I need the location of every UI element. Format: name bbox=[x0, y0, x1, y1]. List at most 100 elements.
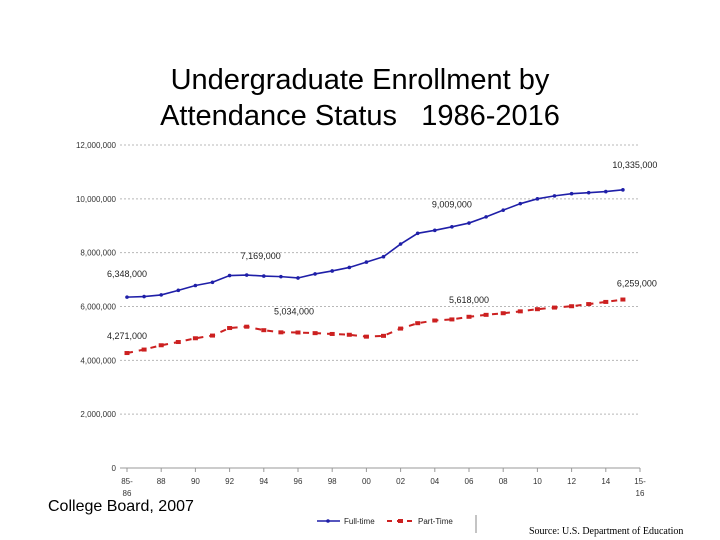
data-label: 9,009,000 bbox=[432, 200, 472, 210]
chart-title-line-1: Undergraduate Enrollment by bbox=[170, 64, 550, 96]
data-label: 7,169,000 bbox=[241, 251, 281, 261]
series-line-part-time bbox=[126, 298, 624, 355]
data-point-full-time bbox=[330, 269, 335, 273]
data-point-full-time bbox=[381, 254, 386, 259]
data-point-part-time bbox=[517, 309, 523, 314]
data-point-part-time bbox=[432, 318, 438, 323]
data-point-full-time bbox=[125, 295, 129, 299]
data-point-part-time bbox=[124, 351, 130, 356]
data-point-part-time bbox=[586, 302, 592, 307]
data-point-full-time bbox=[210, 280, 215, 285]
y-tick-label: 2,000,000 bbox=[80, 410, 116, 419]
x-tick-label: 96 bbox=[294, 477, 303, 486]
data-point-part-time bbox=[329, 331, 335, 336]
data-point-full-time bbox=[279, 274, 283, 279]
data-point-part-time bbox=[569, 304, 575, 309]
series-line-full-time bbox=[126, 189, 623, 298]
data-label: 6,348,000 bbox=[107, 269, 147, 279]
chart-title: Undergraduate Enrollment by Attendance S… bbox=[0, 62, 720, 134]
data-point-full-time bbox=[398, 242, 403, 246]
x-tick-label: 14 bbox=[601, 477, 610, 486]
data-point-full-time bbox=[176, 288, 181, 293]
x-tick-label: 08 bbox=[499, 477, 508, 486]
data-label: 5,034,000 bbox=[274, 307, 314, 317]
data-point-part-time bbox=[415, 321, 421, 326]
x-tick-label: 85- bbox=[121, 477, 133, 486]
data-point-part-time bbox=[261, 328, 267, 333]
legend-marker-part-time bbox=[398, 519, 403, 523]
y-tick-label: 10,000,000 bbox=[76, 195, 117, 204]
legend-marker-full-time bbox=[326, 519, 330, 523]
credit-text: College Board, 2007 bbox=[48, 498, 194, 515]
y-tick-label: 6,000,000 bbox=[80, 303, 116, 312]
y-tick-label: 0 bbox=[112, 464, 117, 473]
data-point-part-time bbox=[158, 343, 164, 348]
data-point-part-time bbox=[398, 326, 404, 331]
data-point-part-time bbox=[620, 297, 626, 302]
data-point-full-time bbox=[604, 189, 608, 194]
data-point-full-time bbox=[569, 191, 574, 196]
data-point-full-time bbox=[535, 197, 540, 201]
y-tick-label: 8,000,000 bbox=[80, 249, 116, 258]
x-tick-label: 10 bbox=[533, 477, 542, 486]
data-point-full-time bbox=[313, 272, 317, 276]
data-point-full-time bbox=[586, 190, 591, 195]
data-point-part-time bbox=[227, 326, 233, 331]
data-point-part-time bbox=[141, 347, 147, 352]
data-point-full-time bbox=[159, 293, 163, 297]
data-point-part-time bbox=[312, 331, 318, 336]
data-point-part-time bbox=[175, 340, 181, 345]
data-point-part-time bbox=[363, 334, 369, 339]
data-point-full-time bbox=[484, 215, 488, 219]
x-tick-label: 98 bbox=[328, 477, 337, 486]
x-tick-label: 15- bbox=[634, 477, 646, 486]
data-label: 4,271,000 bbox=[107, 331, 147, 341]
data-point-full-time bbox=[227, 273, 232, 278]
x-tick-label: 86 bbox=[123, 489, 132, 498]
data-point-part-time bbox=[449, 317, 455, 322]
y-tick-label: 4,000,000 bbox=[80, 356, 116, 365]
data-point-full-time bbox=[142, 294, 146, 299]
legend-label-full-time: Full-time bbox=[344, 517, 375, 526]
data-point-full-time bbox=[621, 188, 625, 192]
x-tick-label: 02 bbox=[396, 477, 405, 486]
data-point-part-time bbox=[483, 312, 489, 317]
data-point-part-time bbox=[346, 332, 352, 337]
data-point-full-time bbox=[244, 273, 249, 277]
x-tick-label: 88 bbox=[157, 477, 166, 486]
data-point-part-time bbox=[381, 333, 386, 338]
x-tick-label: 94 bbox=[259, 477, 268, 486]
data-point-part-time bbox=[500, 311, 506, 316]
data-point-part-time bbox=[210, 333, 215, 338]
data-point-full-time bbox=[467, 221, 471, 225]
data-point-part-time bbox=[278, 330, 284, 335]
x-tick-label: 06 bbox=[465, 477, 474, 486]
data-point-full-time bbox=[415, 231, 420, 236]
data-point-full-time bbox=[193, 283, 198, 288]
data-label: 6,259,000 bbox=[617, 279, 657, 289]
data-point-part-time bbox=[192, 336, 198, 341]
data-point-part-time bbox=[244, 324, 250, 329]
data-point-full-time bbox=[450, 225, 454, 229]
x-tick-label: 92 bbox=[225, 477, 234, 486]
data-point-part-time bbox=[603, 299, 609, 304]
chart-title-line-2: Attendance Status 1986-2016 bbox=[160, 100, 560, 132]
data-point-full-time bbox=[501, 208, 506, 212]
x-tick-label: 16 bbox=[636, 489, 645, 498]
data-point-part-time bbox=[466, 314, 472, 319]
data-point-part-time bbox=[552, 305, 557, 310]
legend-label-part-time: Part-Time bbox=[418, 517, 453, 526]
data-point-part-time bbox=[534, 307, 540, 312]
data-point-full-time bbox=[347, 265, 352, 270]
x-tick-label: 04 bbox=[430, 477, 439, 486]
data-point-full-time bbox=[296, 276, 300, 280]
y-tick-label: 12,000,000 bbox=[76, 141, 117, 150]
data-label: 10,335,000 bbox=[612, 160, 657, 170]
x-tick-label: 12 bbox=[567, 477, 576, 486]
data-point-full-time bbox=[433, 228, 437, 233]
data-point-full-time bbox=[518, 201, 523, 206]
data-point-full-time bbox=[262, 274, 266, 278]
data-point-full-time bbox=[364, 260, 369, 264]
data-point-full-time bbox=[552, 194, 557, 198]
